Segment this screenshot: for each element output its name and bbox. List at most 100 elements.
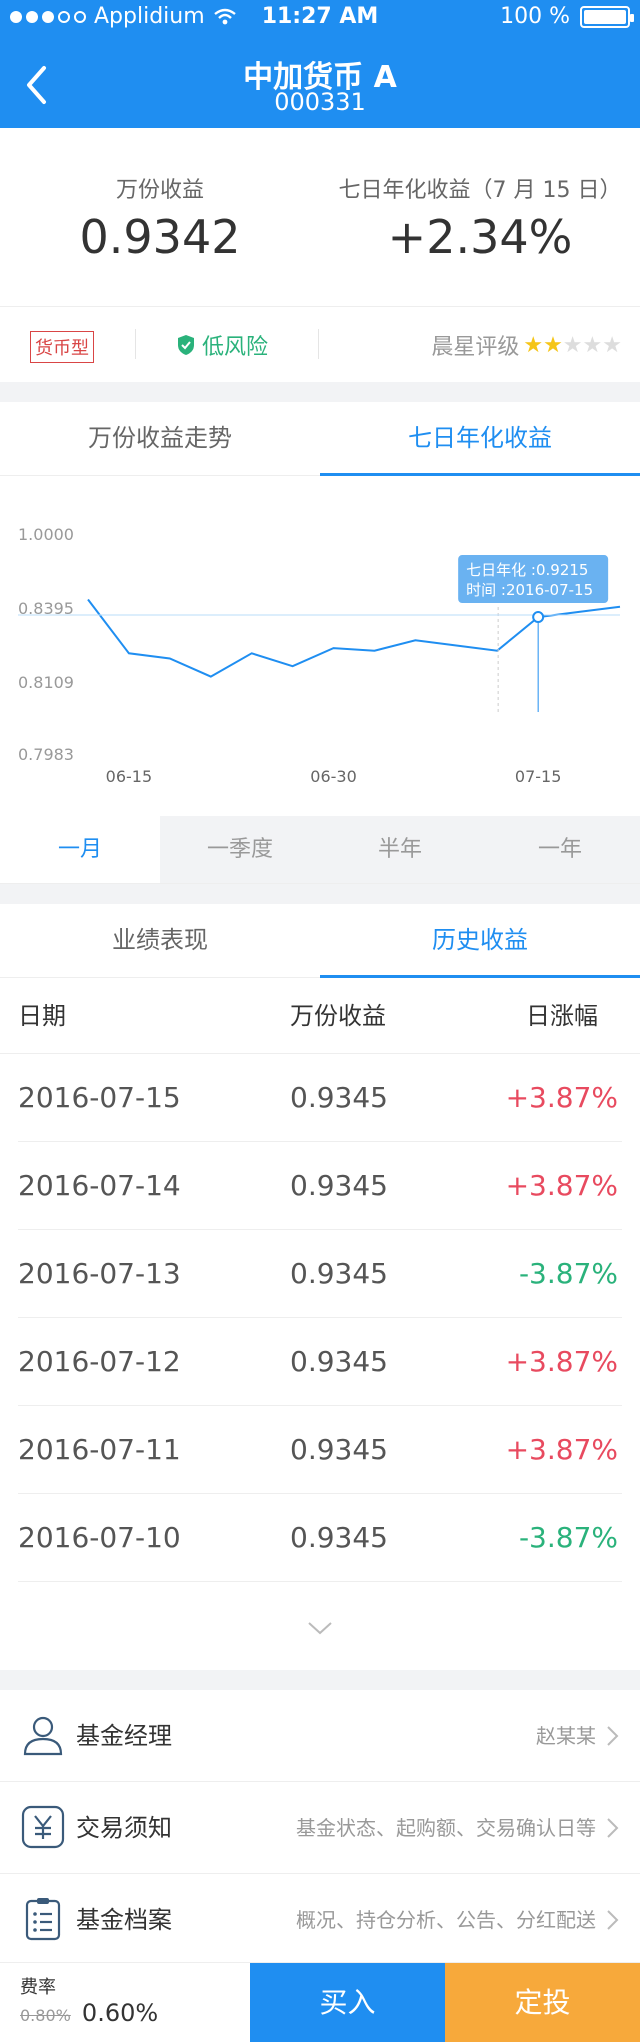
yuan-icon — [21, 1805, 65, 1849]
stat-value: +2.34% — [387, 210, 573, 264]
rating-stars: ★★★★★ — [523, 333, 622, 358]
header-date: 日期 — [18, 1002, 66, 1030]
range-half-year[interactable]: 半年 — [320, 816, 480, 883]
fund-info-list: 基金经理 赵某某 交易须知 基金状态、起购额、交易确认日等 基金档案 概况、持仓… — [0, 1690, 640, 1966]
star-empty-icon: ★ — [562, 332, 583, 358]
tooltip-line-1: 七日年化 :0.9215 — [466, 561, 588, 579]
y-tick-label: 0.8109 — [18, 673, 74, 692]
table-row: 2016-07-12 0.9345 +3.87% — [0, 1318, 640, 1406]
chevron-right-icon — [607, 1818, 619, 1838]
risk-level: 低风险 — [176, 329, 268, 361]
header: Applidium 11:27 AM 100 % 中加货币 A 000331 — [0, 0, 640, 128]
fixed-invest-button[interactable]: 定投 — [445, 1963, 640, 2042]
risk-label: 低风险 — [202, 335, 269, 360]
row-divider — [18, 1493, 622, 1494]
star-empty-icon: ★ — [582, 332, 603, 358]
chart-tooltip — [458, 555, 609, 604]
row-divider — [18, 1229, 622, 1230]
stat-label: 七日年化收益（7 月 15 日） — [338, 178, 622, 203]
row-divider — [18, 1405, 622, 1406]
table-row: 2016-07-10 0.9345 -3.87% — [0, 1494, 640, 1582]
battery-percent: 100 % — [500, 4, 570, 29]
status-left: Applidium — [10, 4, 237, 29]
signal-icon — [10, 10, 86, 23]
info-row-trade-notice[interactable]: 交易须知 基金状态、起购额、交易确认日等 — [0, 1782, 640, 1874]
row-divider — [18, 1317, 622, 1318]
tab-7day-yield[interactable]: 七日年化收益 — [320, 402, 640, 476]
fee-new: 0.60% — [81, 1999, 159, 2027]
history-table: 日期 万份收益 日涨幅 2016-07-15 0.9345 +3.87% 2016-0… — [0, 978, 640, 1670]
back-button[interactable] — [16, 60, 56, 110]
info-value: 基金状态、起购额、交易确认日等 — [296, 1816, 596, 1840]
clipboard-icon — [25, 1898, 61, 1941]
x-tick-label: 06-15 — [106, 767, 153, 786]
range-one-month[interactable]: 一月 — [57, 837, 102, 862]
tab-per-10k-trend[interactable]: 万份收益走势 — [88, 424, 232, 452]
row-change: +3.87% — [505, 1169, 618, 1202]
row-date: 2016-07-13 — [18, 1257, 181, 1290]
tab-history-income[interactable]: 历史收益 — [320, 904, 640, 978]
range-quarter[interactable]: 一季度 — [160, 816, 320, 883]
divider — [318, 329, 319, 359]
history-tabs: 业绩表现 历史收益 — [0, 904, 640, 978]
bottom-bar: 费率 0.80% 0.60% 买入 定投 — [0, 1962, 640, 2042]
fund-tags: 货币型 低风险 晨星评级 ★★★★★ — [0, 306, 640, 382]
info-value: 概况、持仓分析、公告、分红配送 — [296, 1908, 596, 1932]
info-value: 赵某某 — [536, 1724, 596, 1748]
range-tabs: 一月 一季度 半年 一年 — [0, 816, 640, 884]
header-value: 万份收益 — [290, 1002, 386, 1030]
star-filled-icon: ★ — [543, 332, 563, 358]
x-tick-label: 06-30 — [310, 767, 357, 786]
chevron-right-icon — [607, 1910, 619, 1930]
stat-label: 万份收益 — [115, 178, 204, 203]
fee-label: 费率 — [20, 1977, 56, 1998]
morningstar-rating: 晨星评级 ★★★★★ — [431, 329, 622, 361]
row-value: 0.9345 — [290, 1169, 388, 1202]
status-time: 11:27 AM — [261, 4, 379, 29]
tab-performance[interactable]: 业绩表现 — [112, 926, 208, 954]
row-value: 0.9345 — [290, 1257, 388, 1290]
chevron-down-icon — [308, 1622, 332, 1635]
status-bar: Applidium 11:27 AM 100 % — [0, 0, 640, 36]
stat-value: 0.9342 — [79, 210, 241, 264]
info-label: 交易须知 — [76, 1814, 172, 1842]
buy-button[interactable]: 买入 — [250, 1963, 445, 2042]
table-row: 2016-07-11 0.9345 +3.87% — [0, 1406, 640, 1494]
y-tick-label: 1.0000 — [18, 525, 74, 544]
shield-icon — [178, 335, 194, 355]
row-value: 0.9345 — [290, 1345, 388, 1378]
row-change: +3.87% — [505, 1081, 618, 1114]
expand-button[interactable] — [305, 1618, 335, 1648]
info-row-fund-archive[interactable]: 基金档案 概况、持仓分析、公告、分红配送 — [0, 1874, 640, 1966]
divider — [135, 329, 136, 359]
info-row-manager[interactable]: 基金经理 赵某某 — [0, 1690, 640, 1782]
row-change: -3.87% — [518, 1521, 618, 1554]
info-label: 基金档案 — [76, 1906, 172, 1934]
y-tick-label: 0.8395 — [18, 599, 74, 618]
status-right: 100 % — [500, 4, 634, 29]
wifi-icon — [213, 8, 236, 24]
x-tick-label: 07-15 — [515, 767, 562, 786]
chevron-right-icon — [607, 1726, 619, 1746]
tooltip-line-2: 时间 :2016-07-15 — [466, 581, 593, 599]
page-title: 中加货币 A — [243, 60, 397, 95]
row-value: 0.9345 — [290, 1521, 388, 1554]
person-icon — [23, 1716, 63, 1756]
highlight-point — [532, 611, 545, 624]
stat-7day-yield: 七日年化收益（7 月 15 日） +2.34% — [320, 172, 640, 264]
header-change: 日涨幅 — [526, 1002, 598, 1030]
info-label: 基金经理 — [76, 1722, 172, 1750]
row-change: -3.87% — [518, 1257, 618, 1290]
stat-per-10k: 万份收益 0.9342 — [0, 172, 320, 264]
range-one-year[interactable]: 一年 — [480, 816, 640, 883]
battery-icon — [580, 5, 634, 28]
chart-tabs: 万份收益走势 七日年化收益 — [0, 402, 640, 476]
row-value: 0.9345 — [290, 1433, 388, 1466]
table-row: 2016-07-14 0.9345 +3.87% — [0, 1142, 640, 1230]
chevron-left-icon — [27, 66, 46, 104]
row-change: +3.87% — [505, 1433, 618, 1466]
fund-type-badge: 货币型 — [30, 331, 94, 363]
table-row: 2016-07-13 0.9345 -3.87% — [0, 1230, 640, 1318]
row-change: +3.87% — [505, 1345, 618, 1378]
row-date: 2016-07-11 — [18, 1433, 181, 1466]
